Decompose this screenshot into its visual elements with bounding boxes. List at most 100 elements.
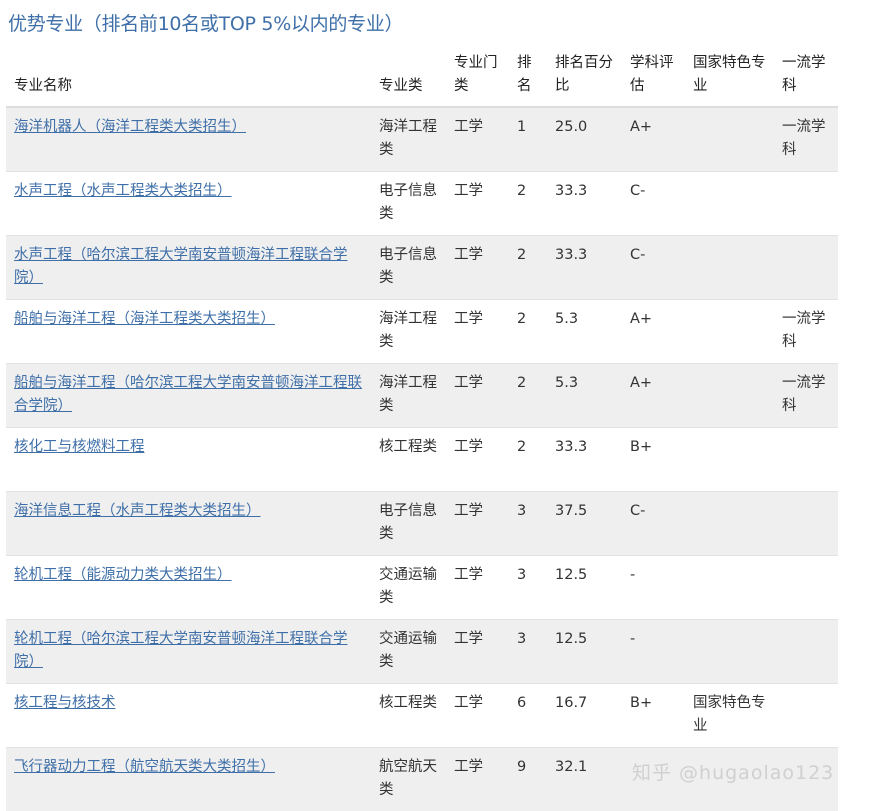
table-cell: 12.5 bbox=[547, 620, 622, 684]
table-cell: 33.3 bbox=[547, 236, 622, 300]
table-cell: 海洋机器人（海洋工程类大类招生） bbox=[6, 107, 371, 172]
table-cell: C- bbox=[622, 172, 685, 236]
table-cell: 6 bbox=[509, 684, 547, 748]
major-link[interactable]: 水声工程（水声工程类大类招生） bbox=[14, 183, 232, 199]
table-cell: - bbox=[622, 556, 685, 620]
column-header: 学科评估 bbox=[622, 42, 685, 107]
table-cell: 工学 bbox=[446, 684, 509, 748]
table-cell: 工学 bbox=[446, 172, 509, 236]
major-link[interactable]: 轮机工程（哈尔滨工程大学南安普顿海洋工程联合学院） bbox=[14, 631, 348, 670]
column-header: 专业门类 bbox=[446, 42, 509, 107]
table-cell: 电子信息类 bbox=[371, 492, 446, 556]
column-header: 专业类 bbox=[371, 42, 446, 107]
table-cell: A+ bbox=[622, 107, 685, 172]
table-cell bbox=[685, 300, 774, 364]
table-cell: 水声工程（哈尔滨工程大学南安普顿海洋工程联合学院） bbox=[6, 236, 371, 300]
table-cell: 核工程类 bbox=[371, 428, 446, 492]
table-cell: 工学 bbox=[446, 107, 509, 172]
major-link[interactable]: 海洋信息工程（水声工程类大类招生） bbox=[14, 503, 261, 519]
table-cell: 船舶与海洋工程（哈尔滨工程大学南安普顿海洋工程联合学院） bbox=[6, 364, 371, 428]
table-cell: C- bbox=[622, 236, 685, 300]
major-link[interactable]: 轮机工程（能源动力类大类招生） bbox=[14, 567, 232, 583]
table-cell: 一流学科 bbox=[774, 364, 838, 428]
table-cell: 电子信息类 bbox=[371, 236, 446, 300]
table-cell: 工学 bbox=[446, 748, 509, 811]
table-cell: 9 bbox=[509, 748, 547, 811]
table-cell: 交通运输类 bbox=[371, 620, 446, 684]
table-cell bbox=[774, 620, 838, 684]
major-link[interactable]: 核化工与核燃料工程 bbox=[14, 439, 145, 455]
table-cell: 2 bbox=[509, 172, 547, 236]
table-cell: 37.5 bbox=[547, 492, 622, 556]
majors-table: 专业名称专业类专业门类排名排名百分比学科评估国家特色专业一流学科 海洋机器人（海… bbox=[6, 42, 838, 811]
table-cell: 12.5 bbox=[547, 556, 622, 620]
table-cell: 一流学科 bbox=[774, 300, 838, 364]
table-cell: 一流学科 bbox=[774, 107, 838, 172]
table-cell: 工学 bbox=[446, 364, 509, 428]
table-cell: 33.3 bbox=[547, 428, 622, 492]
table-cell: 轮机工程（哈尔滨工程大学南安普顿海洋工程联合学院） bbox=[6, 620, 371, 684]
table-cell: 2 bbox=[509, 300, 547, 364]
table-cell: 2 bbox=[509, 364, 547, 428]
table-cell: 工学 bbox=[446, 556, 509, 620]
table-cell: A+ bbox=[622, 364, 685, 428]
table-cell bbox=[685, 492, 774, 556]
table-cell: 电子信息类 bbox=[371, 172, 446, 236]
table-cell: 工学 bbox=[446, 236, 509, 300]
table-cell: C- bbox=[622, 492, 685, 556]
table-cell bbox=[685, 556, 774, 620]
table-cell bbox=[685, 172, 774, 236]
table-cell: B+ bbox=[622, 684, 685, 748]
table-cell: 工学 bbox=[446, 492, 509, 556]
watermark: 知乎 @hugaolao123 bbox=[632, 758, 834, 785]
table-cell: 水声工程（水声工程类大类招生） bbox=[6, 172, 371, 236]
table-cell: 3 bbox=[509, 556, 547, 620]
table-cell: 5.3 bbox=[547, 300, 622, 364]
column-header: 专业名称 bbox=[6, 42, 371, 107]
table-cell bbox=[685, 364, 774, 428]
table-cell bbox=[685, 620, 774, 684]
table-cell: 2 bbox=[509, 428, 547, 492]
major-link[interactable]: 飞行器动力工程（航空航天类大类招生） bbox=[14, 759, 275, 775]
table-cell: 核化工与核燃料工程 bbox=[6, 428, 371, 492]
table-cell bbox=[774, 556, 838, 620]
table-cell: 3 bbox=[509, 620, 547, 684]
major-link[interactable]: 核工程与核技术 bbox=[14, 695, 116, 711]
table-cell bbox=[774, 236, 838, 300]
table-cell: B+ bbox=[622, 428, 685, 492]
table-cell: 25.0 bbox=[547, 107, 622, 172]
table-cell: 2 bbox=[509, 236, 547, 300]
table-cell bbox=[685, 107, 774, 172]
table-cell: A+ bbox=[622, 300, 685, 364]
major-link[interactable]: 船舶与海洋工程（哈尔滨工程大学南安普顿海洋工程联合学院） bbox=[14, 375, 362, 414]
major-link[interactable]: 海洋机器人（海洋工程类大类招生） bbox=[14, 119, 246, 135]
table-cell: 16.7 bbox=[547, 684, 622, 748]
column-header: 国家特色专业 bbox=[685, 42, 774, 107]
table-cell: 海洋工程类 bbox=[371, 107, 446, 172]
major-link[interactable]: 船舶与海洋工程（海洋工程类大类招生） bbox=[14, 311, 275, 327]
table-cell: 海洋信息工程（水声工程类大类招生） bbox=[6, 492, 371, 556]
table-cell bbox=[774, 492, 838, 556]
table-cell bbox=[685, 236, 774, 300]
table-cell: 1 bbox=[509, 107, 547, 172]
table-cell: 32.1 bbox=[547, 748, 622, 811]
table-cell: 航空航天类 bbox=[371, 748, 446, 811]
table-cell: 3 bbox=[509, 492, 547, 556]
table-cell: 5.3 bbox=[547, 364, 622, 428]
table-cell: 海洋工程类 bbox=[371, 300, 446, 364]
table-cell: 核工程类 bbox=[371, 684, 446, 748]
column-header: 排名百分比 bbox=[547, 42, 622, 107]
table-cell: 工学 bbox=[446, 300, 509, 364]
column-header: 排名 bbox=[509, 42, 547, 107]
major-link[interactable]: 水声工程（哈尔滨工程大学南安普顿海洋工程联合学院） bbox=[14, 247, 348, 286]
table-cell bbox=[685, 428, 774, 492]
